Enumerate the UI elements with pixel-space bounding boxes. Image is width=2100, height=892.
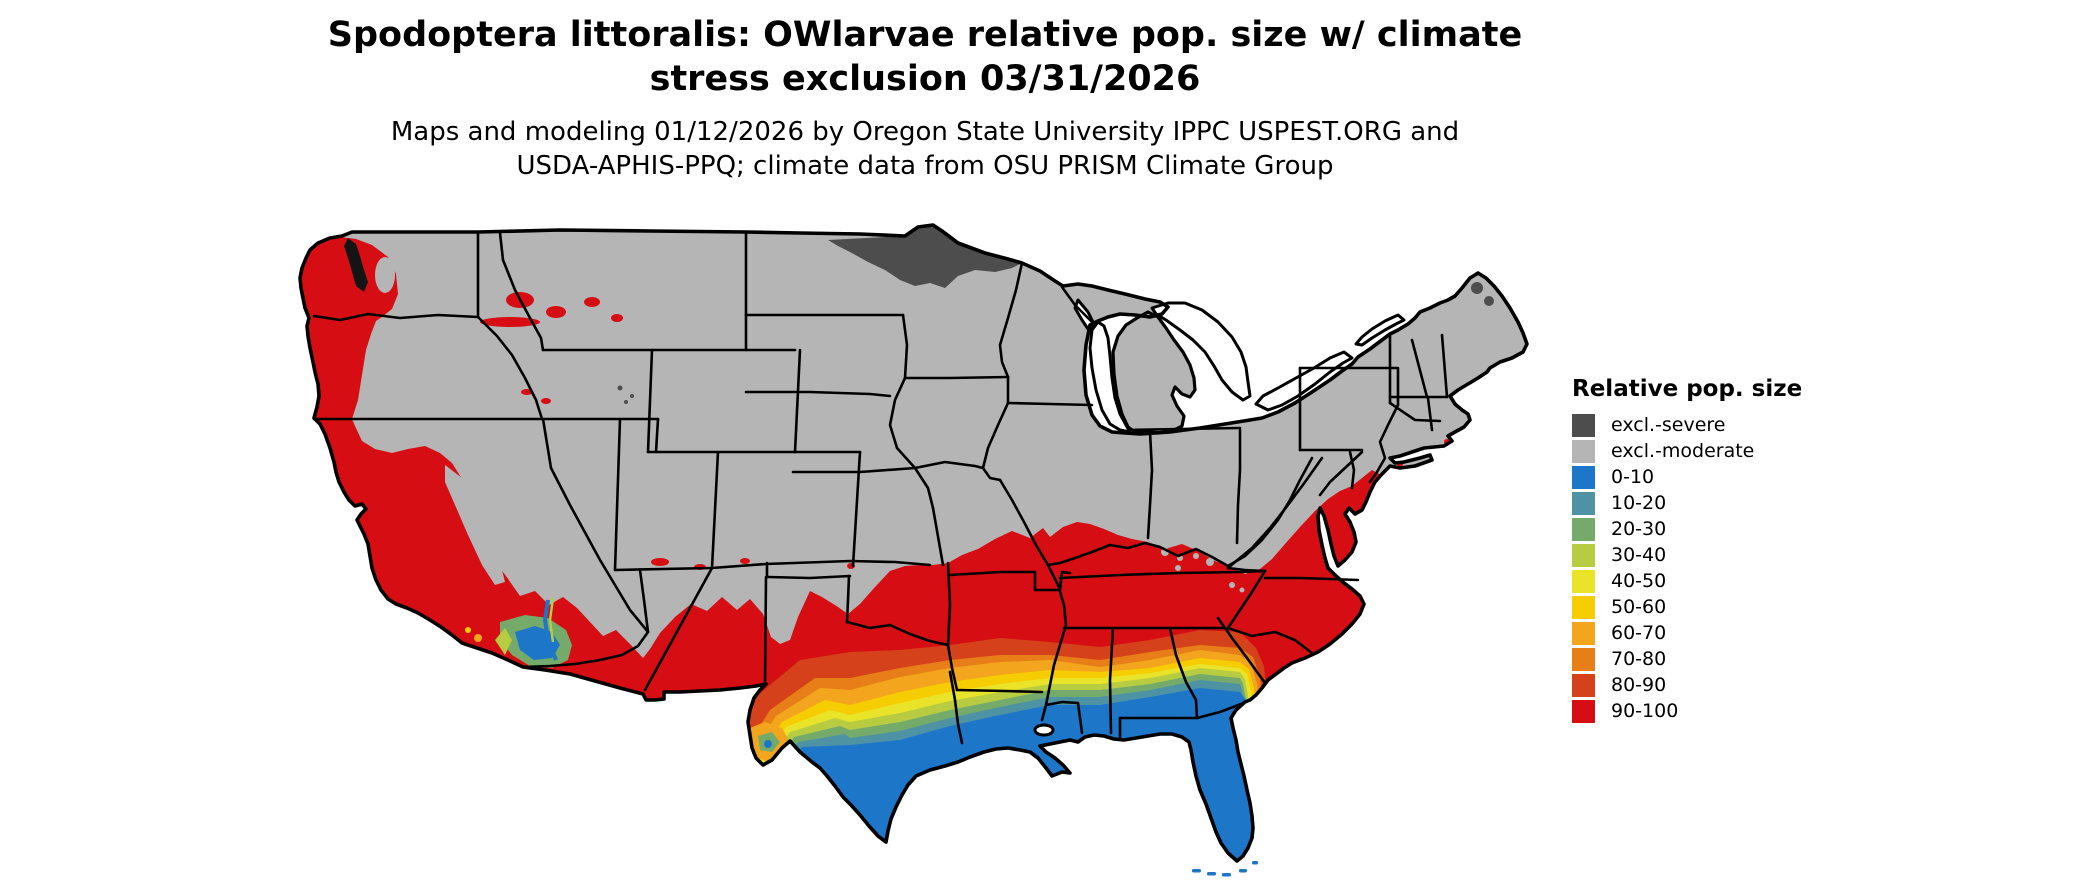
legend-swatch-30-40 (1572, 543, 1595, 567)
region-colorado-river (542, 597, 558, 661)
legend-swatch-50-60 (1572, 595, 1595, 619)
legend-label: 80-90 (1611, 674, 1667, 696)
legend-swatch-excl-severe (1572, 413, 1595, 437)
legend-row: 50-60 (1572, 594, 1872, 620)
legend-swatch-80-90 (1572, 673, 1595, 697)
legend-row: 70-80 (1572, 646, 1872, 672)
legend-row: 90-100 (1572, 698, 1872, 724)
legend-label: 40-50 (1611, 570, 1667, 592)
legend-label: 60-70 (1611, 622, 1667, 644)
region-excl-severe (617, 225, 1494, 404)
legend-swatch-excl-moderate (1572, 439, 1595, 463)
legend-label: 10-20 (1611, 492, 1667, 514)
legend-row: 80-90 (1572, 672, 1872, 698)
legend-label: 20-30 (1611, 518, 1667, 540)
legend-title: Relative pop. size (1572, 376, 1803, 402)
legend-label: 30-40 (1611, 544, 1667, 566)
legend-row: 20-30 (1572, 516, 1872, 542)
puget-sound (344, 238, 368, 292)
michigan-mitten (1111, 310, 1197, 435)
legend-label: 0-10 (1611, 466, 1655, 488)
region-red-specks-nw (480, 292, 623, 404)
figure-title: Spodoptera littoralis: OWlarvae relative… (230, 14, 1620, 102)
great-lakes (1033, 298, 1406, 737)
subtitle-line-1: Maps and modeling 01/12/2026 by Oregon S… (390, 117, 1460, 147)
lake-huron (1150, 301, 1252, 402)
figure-subtitle: Maps and modeling 01/12/2026 by Oregon S… (230, 116, 1620, 184)
title-line-1: Spodoptera littoralis: OWlarvae relative… (327, 15, 1523, 55)
legend-swatch-20-30 (1572, 517, 1595, 541)
sierra-nevada-gray (445, 465, 505, 585)
legend: Relative pop. size excl.-severe excl.-mo… (1572, 376, 1872, 724)
florida-keys (1192, 861, 1258, 877)
legend-swatch-40-50 (1572, 569, 1595, 593)
legend-swatch-70-80 (1572, 647, 1595, 671)
lake-ontario (1354, 313, 1406, 347)
us-outline (298, 223, 1529, 863)
legend-row: 30-40 (1572, 542, 1872, 568)
title-line-2: stress exclusion 03/31/2026 (649, 58, 1201, 99)
legend-row: excl.-moderate (1572, 438, 1872, 464)
legend-row: excl.-severe (1572, 412, 1872, 438)
legend-label: 70-80 (1611, 648, 1667, 670)
legend-row: 40-50 (1572, 568, 1872, 594)
legend-swatch-0-10 (1572, 465, 1595, 489)
legend-label: 50-60 (1611, 596, 1667, 618)
subtitle-line-2: USDA-APHIS-PPQ; climate data from OSU PR… (516, 150, 1334, 181)
legend-swatch-90-100 (1572, 699, 1595, 723)
legend-swatch-10-20 (1572, 491, 1595, 515)
legend-label: excl.-severe (1611, 414, 1726, 436)
lake-pontchartrain (1033, 723, 1055, 737)
legend-row: 10-20 (1572, 490, 1872, 516)
legend-row: 60-70 (1572, 620, 1872, 646)
legend-swatch-60-70 (1572, 621, 1595, 645)
legend-row: 0-10 (1572, 464, 1872, 490)
legend-label: 90-100 (1611, 700, 1679, 722)
legend-label: excl.-moderate (1611, 440, 1755, 462)
lake-erie (1254, 350, 1354, 412)
